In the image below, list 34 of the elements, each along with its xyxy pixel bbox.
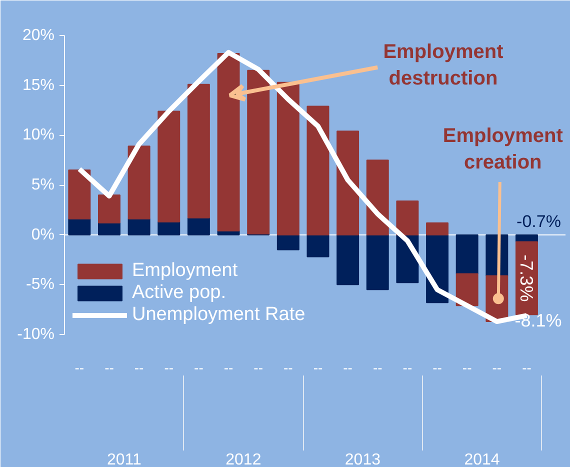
y-tick-label: 10% <box>22 126 55 144</box>
x-tick-label: -- <box>164 360 174 376</box>
legend-label: Active pop. <box>132 282 226 304</box>
x-tick-label: -- <box>74 360 84 376</box>
x-tick-label: -- <box>462 360 472 376</box>
legend-label: Unemployment Rate <box>132 304 306 326</box>
x-tick-label: -- <box>194 360 204 376</box>
x-tick-label: -- <box>492 360 502 376</box>
y-tick-label: 5% <box>31 176 54 194</box>
x-tick-label: -- <box>224 360 234 376</box>
y-tick-label: -5% <box>26 276 54 294</box>
x-tick-label: -- <box>284 360 294 376</box>
annotation: Employment destruction <box>383 41 504 90</box>
x-tick-label: -- <box>343 360 353 376</box>
legend-label: Employment <box>132 260 238 282</box>
y-tick-label: 20% <box>22 27 55 44</box>
data-label: -7.3% <box>516 254 537 302</box>
x-tick-label: -- <box>313 360 323 376</box>
text: 2011 <box>106 452 142 467</box>
x-tick-label: -- <box>372 360 383 376</box>
text: 2012 <box>226 452 262 467</box>
data-label: -0.7% <box>516 212 561 231</box>
x-tick-label: -- <box>522 360 532 376</box>
x-tick-label: -- <box>402 360 412 376</box>
y-tick-label: 15% <box>22 76 55 94</box>
annotation: Employment creation <box>442 124 564 174</box>
text: 2014 <box>464 452 500 467</box>
y-tick-label: 0% <box>31 226 54 244</box>
y-tick-label: -10% <box>17 326 55 343</box>
x-tick-label: -- <box>104 360 114 376</box>
x-tick-label: -- <box>432 360 442 376</box>
x-tick-label: -- <box>254 360 264 376</box>
text: 2013 <box>344 452 381 467</box>
x-tick-label: -- <box>134 360 144 376</box>
